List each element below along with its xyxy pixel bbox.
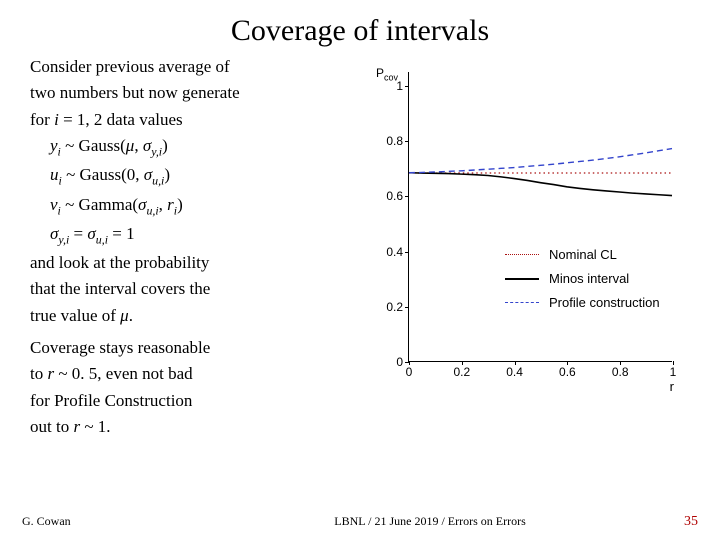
y-tick-mark	[405, 252, 409, 253]
y-tick-label: 0.4	[375, 245, 409, 259]
plot-lines	[409, 72, 672, 361]
footer-author: G. Cowan	[22, 514, 222, 530]
y-tick-mark	[405, 307, 409, 308]
chart-column: Pcov Nominal CL Minos interval Profile	[340, 56, 696, 443]
eq1: yi ~ Gauss(μ, σy,i)	[30, 135, 340, 160]
eq4: σy,i = σu,i = 1	[30, 223, 340, 248]
para2-l3: for Profile Construction	[30, 390, 340, 412]
legend-nominal: Nominal CL	[505, 242, 660, 266]
content-area: Consider previous average of two numbers…	[0, 56, 720, 443]
para1-l3: for i = 1, 2 data values	[30, 109, 340, 131]
plot-area: Nominal CL Minos interval Profile constr…	[408, 72, 672, 362]
para1-l1: Consider previous average of	[30, 56, 340, 78]
legend-minos: Minos interval	[505, 266, 660, 290]
x-tick-mark	[567, 361, 568, 365]
para2-l1: Coverage stays reasonable	[30, 337, 340, 359]
eq3: vi ~ Gamma(σu,i, ri)	[30, 194, 340, 219]
x-tick-mark	[620, 361, 621, 365]
x-tick-mark	[462, 361, 463, 365]
x-tick-mark	[673, 361, 674, 365]
text-column: Consider previous average of two numbers…	[30, 56, 340, 443]
footer: G. Cowan LBNL / 21 June 2019 / Errors on…	[0, 514, 720, 530]
y-tick-mark	[405, 141, 409, 142]
y-tick-label: 0	[375, 355, 409, 369]
para2-l4: out to r ~ 1.	[30, 416, 340, 438]
para1-l5: and look at the probability	[30, 252, 340, 274]
para1-l7: true value of μ.	[30, 305, 340, 327]
y-tick-label: 0.6	[375, 189, 409, 203]
footer-venue: LBNL / 21 June 2019 / Errors on Errors	[222, 514, 638, 530]
y-tick-label: 1	[375, 79, 409, 93]
y-tick-label: 0.2	[375, 300, 409, 314]
x-tick-mark	[515, 361, 516, 365]
legend-profile: Profile construction	[505, 290, 660, 314]
para1-l6: that the interval covers the	[30, 278, 340, 300]
y-tick-label: 0.8	[375, 134, 409, 148]
page-title: Coverage of intervals	[0, 0, 720, 56]
coverage-chart: Pcov Nominal CL Minos interval Profile	[344, 66, 684, 386]
eq2: ui ~ Gauss(0, σu,i)	[30, 164, 340, 189]
para2: Coverage stays reasonable to r ~ 0. 5, e…	[30, 337, 340, 439]
para1-l2: two numbers but now generate	[30, 82, 340, 104]
y-tick-mark	[405, 196, 409, 197]
legend: Nominal CL Minos interval Profile constr…	[505, 242, 660, 314]
para2-l2: to r ~ 0. 5, even not bad	[30, 363, 340, 385]
y-tick-mark	[405, 86, 409, 87]
page-number: 35	[638, 514, 698, 530]
x-tick-mark	[409, 361, 410, 365]
